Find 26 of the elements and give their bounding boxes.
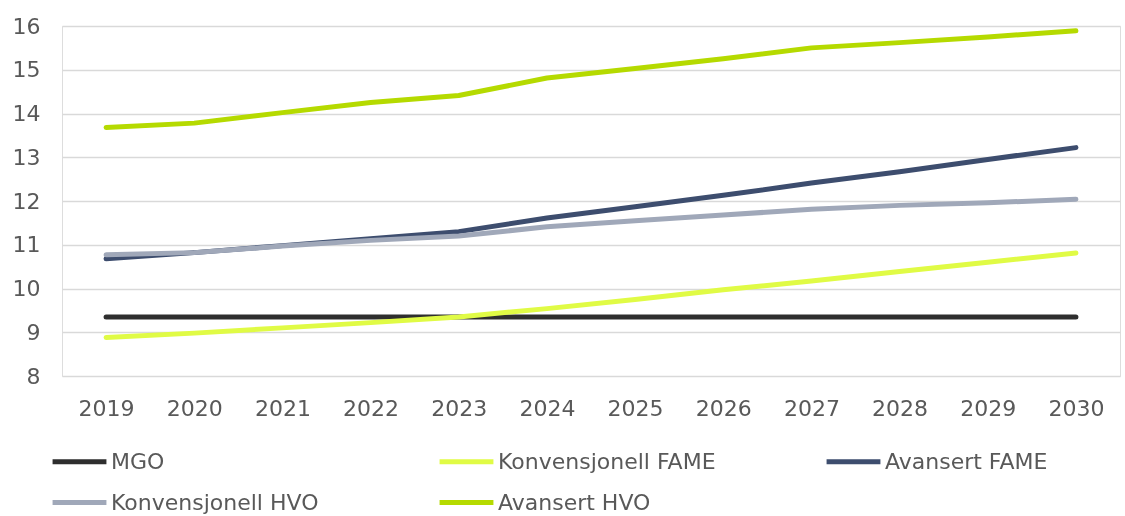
x-tick-label: 2030 xyxy=(1048,395,1105,421)
x-tick-label: 2022 xyxy=(343,395,400,421)
x-tick-label: 2024 xyxy=(519,395,576,421)
y-tick-label: 16 xyxy=(12,13,41,39)
x-tick-label: 2027 xyxy=(783,395,840,421)
y-tick-label: 13 xyxy=(12,144,41,170)
legend-label: Avansert HVO xyxy=(498,489,651,515)
x-tick-label: 2021 xyxy=(254,395,311,421)
y-tick-label: 9 xyxy=(26,319,41,345)
y-tick-label: 15 xyxy=(12,57,41,83)
y-tick-label: 12 xyxy=(12,188,41,214)
y-tick-label: 14 xyxy=(12,101,41,126)
y-tick-label: 8 xyxy=(26,363,41,389)
y-tick-label: 11 xyxy=(12,232,41,258)
x-tick-label: 2020 xyxy=(166,395,223,421)
y-tick-label: 10 xyxy=(12,276,41,301)
x-tick-label: 2019 xyxy=(78,395,135,421)
x-tick-label: 2025 xyxy=(607,395,664,421)
x-tick-label: 2028 xyxy=(872,395,929,421)
legend-label: Konvensjonell HVO xyxy=(111,489,319,515)
legend-label: Konvensjonell FAME xyxy=(498,448,716,474)
x-tick-label: 2029 xyxy=(960,395,1017,421)
legend-label: Avansert FAME xyxy=(885,448,1048,474)
x-tick-label: 2023 xyxy=(431,395,488,421)
legend-label: MGO xyxy=(111,448,165,474)
x-tick-label: 2026 xyxy=(695,395,752,421)
